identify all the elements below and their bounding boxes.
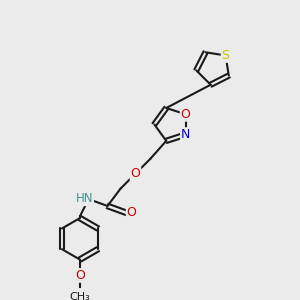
Text: N: N <box>181 128 190 141</box>
Text: O: O <box>130 167 140 180</box>
Text: HN: HN <box>76 192 93 205</box>
Text: CH₃: CH₃ <box>70 292 90 300</box>
Text: S: S <box>222 49 230 62</box>
Text: O: O <box>127 206 136 219</box>
Text: O: O <box>75 269 85 282</box>
Text: O: O <box>181 108 190 121</box>
